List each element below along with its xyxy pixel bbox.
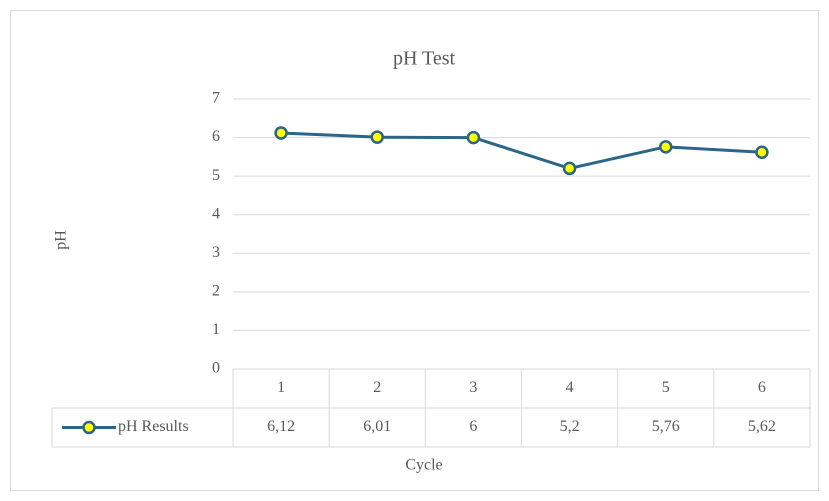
x-axis-label: Cycle xyxy=(405,457,442,474)
chart-border xyxy=(10,10,819,491)
marker xyxy=(274,126,288,140)
table-value: 6 xyxy=(469,418,477,435)
y-tick-label: 0 xyxy=(212,360,220,377)
marker xyxy=(370,130,384,144)
legend-marker xyxy=(82,420,96,435)
table-value: 6,12 xyxy=(267,418,295,435)
y-tick-label: 6 xyxy=(212,128,220,145)
marker xyxy=(659,140,673,154)
y-tick-label: 3 xyxy=(212,244,220,261)
x-tick-label: 5 xyxy=(662,379,670,396)
y-tick-label: 1 xyxy=(212,321,220,338)
y-tick-label: 2 xyxy=(212,283,220,300)
y-tick-label: 5 xyxy=(212,167,220,184)
table-value: 5,62 xyxy=(748,418,776,435)
x-tick-label: 4 xyxy=(566,379,574,396)
x-tick-label: 2 xyxy=(373,379,381,396)
series-line xyxy=(281,131,763,170)
marker xyxy=(755,145,769,159)
marker xyxy=(562,161,577,176)
y-tick-label: 7 xyxy=(212,90,220,107)
x-tick-label: 6 xyxy=(758,379,766,396)
chart-title: pH Test xyxy=(393,48,456,70)
x-tick-label: 3 xyxy=(469,379,477,396)
y-tick-label: 4 xyxy=(212,205,220,222)
y-axis-label: pH xyxy=(53,230,70,250)
legend-label: pH Results xyxy=(118,418,189,435)
marker xyxy=(466,130,481,145)
table-value: 5,76 xyxy=(652,418,680,435)
x-tick-label: 1 xyxy=(277,379,285,396)
table-value: 5,2 xyxy=(560,418,580,435)
table-value: 6,01 xyxy=(363,418,391,435)
